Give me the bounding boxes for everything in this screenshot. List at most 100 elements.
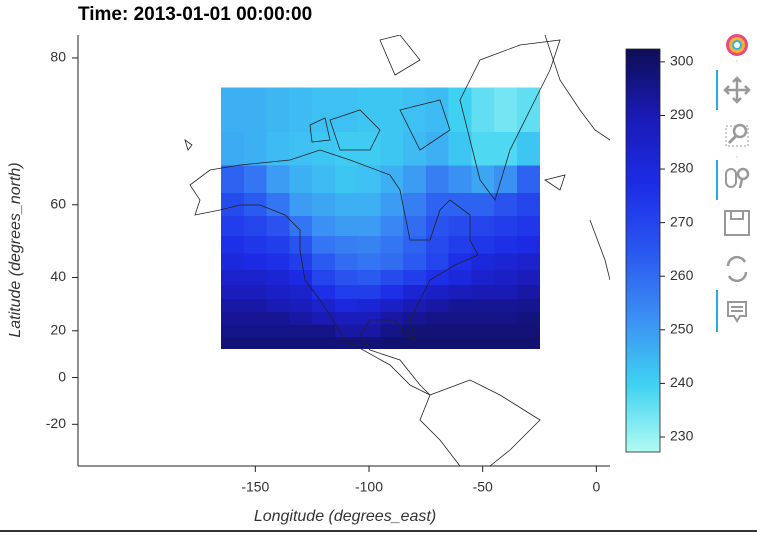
- coastlines: [184, 35, 610, 466]
- heatmap-cell: [380, 298, 404, 313]
- colorbar: [625, 48, 661, 453]
- heatmap-cell: [403, 235, 427, 255]
- heatmap-cell: [403, 324, 427, 338]
- heatmap-cell: [334, 284, 359, 300]
- heatmap-cell: [334, 298, 359, 313]
- chart-title: Time: 2013-01-01 00:00:00: [78, 4, 312, 25]
- reset-tool[interactable]: [726, 255, 748, 283]
- heatmap-cell: [494, 192, 518, 217]
- heatmap-cell: [380, 324, 404, 338]
- heatmap-cell: [516, 284, 541, 300]
- toolbar: [716, 34, 751, 332]
- heatmap-cell: [266, 298, 290, 313]
- heatmap-cell: [266, 215, 290, 237]
- heatmap-cell: [334, 253, 359, 271]
- heatmap-cell: [471, 253, 495, 271]
- heatmap-cell: [266, 235, 290, 255]
- heatmap-cell: [243, 253, 268, 271]
- heatmap-cell: [221, 235, 245, 255]
- heatmap-cell: [312, 284, 336, 300]
- heatmap-cell: [266, 324, 290, 338]
- heatmap-cell: [516, 312, 541, 326]
- bokeh-logo[interactable]: [726, 34, 748, 56]
- heatmap-cell: [289, 269, 313, 286]
- heatmap-cell: [494, 235, 518, 255]
- heatmap-cell: [357, 269, 381, 286]
- heatmap-cell: [403, 336, 427, 350]
- heatmap-cell: [221, 215, 245, 237]
- wheel-zoom-tool[interactable]: [725, 167, 750, 189]
- heatmap-cell: [494, 165, 518, 194]
- heatmap-cell: [471, 215, 495, 237]
- heatmap-cell: [334, 87, 359, 133]
- pan-tool[interactable]: [723, 76, 751, 104]
- active-indicator: [716, 70, 718, 110]
- heatmap-cell: [289, 253, 313, 271]
- y-tick-label: -20: [46, 415, 66, 431]
- x-tick-label: 0: [592, 479, 600, 495]
- heatmap-cell: [425, 132, 450, 167]
- save-tool[interactable]: [724, 210, 750, 236]
- heatmap-cell: [357, 324, 381, 338]
- heatmap-cell: [334, 165, 359, 194]
- heatmap-cell: [380, 284, 404, 300]
- heatmap-cell: [425, 284, 450, 300]
- heatmap-cell: [289, 284, 313, 300]
- heatmap-cell: [448, 215, 472, 237]
- heatmap-cell: [266, 165, 290, 194]
- heatmap-cell: [357, 284, 381, 300]
- heatmap-cell: [516, 87, 541, 133]
- heatmap-cell: [403, 192, 427, 217]
- y-tick-label: 80: [50, 49, 66, 65]
- heatmap-cell: [471, 192, 495, 217]
- x-axis-label: Longitude (degrees_east): [254, 508, 436, 525]
- colorbar-tick-label: 290: [670, 106, 694, 122]
- heatmap-cell: [403, 298, 427, 313]
- heatmap-cell: [448, 324, 472, 338]
- heatmap-cell: [243, 324, 268, 338]
- heatmap-cell: [334, 336, 359, 350]
- heatmap-cell: [516, 336, 541, 350]
- heatmap-cell: [471, 298, 495, 313]
- heatmap-cell: [403, 165, 427, 194]
- heatmap-cell: [471, 132, 495, 167]
- heatmap-cell: [243, 269, 268, 286]
- heatmap-cell: [243, 215, 268, 237]
- y-tick-label: 0: [58, 368, 66, 384]
- heatmap-cell: [289, 298, 313, 313]
- heatmap-cell: [221, 269, 245, 286]
- heatmap-cell: [516, 192, 541, 217]
- colorbar-tick-label: 250: [670, 321, 694, 337]
- heatmap-cell: [243, 165, 268, 194]
- heatmap-cell: [516, 235, 541, 255]
- heatmap-cell: [221, 324, 245, 338]
- heatmap-cell: [289, 192, 313, 217]
- heatmap-cell: [403, 312, 427, 326]
- heatmap-cell: [380, 165, 404, 194]
- x-tick-label: -100: [355, 479, 383, 495]
- colorbar-tick-label: 300: [670, 53, 694, 69]
- heatmap-cell: [334, 312, 359, 326]
- heatmap-cell: [312, 324, 336, 338]
- heatmap-cell: [221, 165, 245, 194]
- heatmap-cell: [357, 87, 381, 133]
- heatmap-cell: [448, 312, 472, 326]
- heatmap-cell: [334, 324, 359, 338]
- heatmap-cell: [243, 132, 268, 167]
- heatmap-cell: [357, 215, 381, 237]
- heatmap-cell: [425, 253, 450, 271]
- box-zoom-tool[interactable]: [725, 123, 749, 147]
- heatmap-cell: [425, 192, 450, 217]
- hover-tool[interactable]: [727, 301, 747, 323]
- heatmap-cell: [425, 324, 450, 338]
- coast-greenland: [459, 39, 561, 201]
- heatmap-cell: [494, 253, 518, 271]
- heatmap-cell: [425, 312, 450, 326]
- heatmap-cell: [448, 192, 472, 217]
- heatmap-cell: [471, 324, 495, 338]
- heatmap-cell: [471, 165, 495, 194]
- heatmap-cell: [243, 312, 268, 326]
- colorbar-tick-label: 270: [670, 213, 694, 229]
- heatmap-cell: [448, 284, 472, 300]
